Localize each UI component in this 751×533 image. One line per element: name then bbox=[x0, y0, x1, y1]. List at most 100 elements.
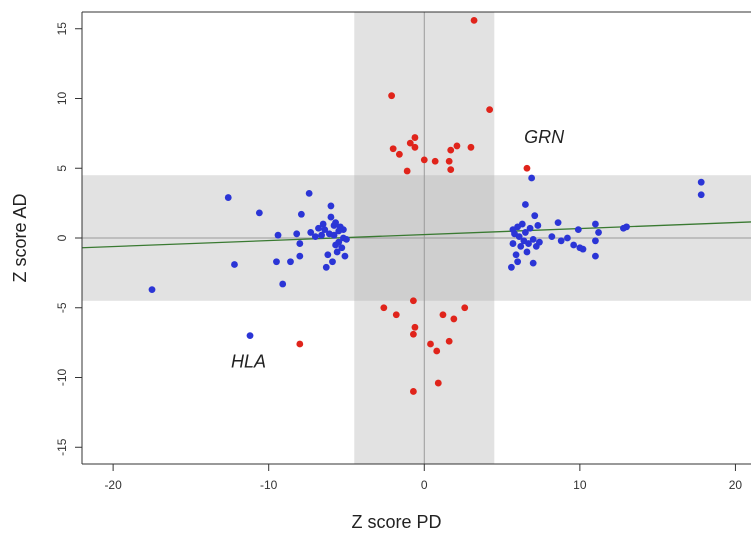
data-point-red bbox=[445, 337, 453, 345]
data-point-blue bbox=[324, 251, 332, 259]
data-point-red bbox=[411, 134, 419, 141]
data-point-blue bbox=[296, 252, 304, 260]
data-point-blue bbox=[554, 219, 562, 227]
data-point-blue bbox=[279, 280, 287, 288]
data-point-blue bbox=[525, 240, 532, 247]
data-point-blue bbox=[526, 224, 534, 232]
data-point-red bbox=[427, 340, 434, 348]
data-point-blue bbox=[512, 251, 520, 259]
data-point-red bbox=[447, 166, 455, 174]
data-point-blue bbox=[529, 259, 537, 267]
data-point-blue bbox=[307, 229, 315, 236]
data-point-blue bbox=[332, 219, 339, 227]
data-point-blue bbox=[529, 235, 537, 243]
data-point-red bbox=[486, 106, 494, 114]
data-point-blue bbox=[327, 213, 335, 221]
data-point-red bbox=[411, 323, 419, 331]
data-point-blue bbox=[315, 224, 322, 232]
data-point-blue bbox=[246, 332, 254, 340]
data-point-blue bbox=[296, 240, 304, 247]
y-tick-label: -10 bbox=[55, 369, 69, 387]
data-point-red bbox=[433, 347, 441, 355]
data-point-blue bbox=[341, 252, 349, 260]
y-tick-label: 5 bbox=[55, 165, 69, 172]
data-point-red bbox=[395, 150, 403, 158]
data-point-blue bbox=[522, 201, 529, 208]
data-point-blue bbox=[570, 241, 578, 249]
data-point-red bbox=[439, 311, 447, 319]
data-point-red bbox=[380, 304, 388, 312]
x-tick-label: 10 bbox=[573, 478, 587, 492]
data-point-red bbox=[409, 388, 417, 395]
data-point-blue bbox=[509, 226, 517, 234]
data-point-blue bbox=[343, 235, 350, 243]
data-point-blue bbox=[224, 194, 232, 201]
data-point-red bbox=[420, 156, 428, 164]
data-point-blue bbox=[517, 242, 525, 250]
data-point-blue bbox=[697, 191, 705, 199]
y-tick-label: 15 bbox=[55, 22, 69, 36]
data-point-blue bbox=[531, 212, 539, 220]
data-point-blue bbox=[528, 174, 536, 182]
data-point-red bbox=[450, 315, 458, 323]
data-point-blue bbox=[576, 244, 584, 252]
data-point-blue bbox=[592, 237, 599, 245]
data-point-blue bbox=[319, 220, 327, 228]
data-point-red bbox=[445, 157, 453, 165]
data-point-blue bbox=[592, 220, 599, 228]
data-point-blue bbox=[329, 258, 336, 266]
data-point-blue bbox=[231, 261, 238, 268]
data-point-blue bbox=[273, 258, 280, 266]
data-point-red bbox=[434, 379, 442, 387]
data-point-blue bbox=[509, 240, 517, 247]
data-point-blue bbox=[592, 252, 599, 260]
x-tick-label: 20 bbox=[729, 478, 743, 492]
data-point-red bbox=[467, 143, 475, 151]
data-point-red bbox=[461, 304, 469, 312]
data-point-blue bbox=[697, 178, 705, 186]
data-point-red bbox=[403, 167, 411, 175]
data-point-red bbox=[409, 297, 417, 305]
data-point-blue bbox=[255, 209, 263, 217]
data-point-blue bbox=[574, 226, 582, 234]
data-point-blue bbox=[322, 263, 330, 271]
data-point-blue bbox=[330, 231, 338, 239]
y-tick-label: 10 bbox=[55, 91, 69, 105]
data-point-red bbox=[447, 146, 455, 154]
data-point-blue bbox=[548, 233, 556, 241]
data-point-red bbox=[296, 340, 304, 348]
data-point-blue bbox=[523, 248, 531, 256]
annotation-hla: HLA bbox=[231, 352, 266, 372]
data-point-blue bbox=[293, 230, 301, 238]
data-point-blue bbox=[534, 222, 542, 229]
x-tick-label: 0 bbox=[421, 478, 428, 492]
x-tick-label: -20 bbox=[104, 478, 122, 492]
data-point-red bbox=[411, 143, 419, 151]
data-point-blue bbox=[311, 233, 319, 241]
data-point-blue bbox=[564, 234, 571, 242]
data-point-red bbox=[388, 92, 396, 100]
trend-line bbox=[82, 221, 751, 249]
data-point-red bbox=[409, 330, 417, 338]
data-point-red bbox=[470, 16, 478, 24]
data-point-red bbox=[392, 311, 400, 319]
data-point-blue bbox=[148, 286, 156, 294]
data-point-red bbox=[523, 164, 531, 172]
data-point-blue bbox=[508, 263, 515, 271]
data-point-red bbox=[453, 142, 461, 150]
data-point-blue bbox=[522, 229, 529, 236]
data-point-blue bbox=[339, 226, 347, 234]
annotation-grn: GRN bbox=[524, 127, 565, 147]
data-point-blue bbox=[287, 258, 294, 266]
data-point-blue bbox=[515, 233, 523, 241]
data-point-red bbox=[406, 139, 414, 147]
data-point-blue bbox=[518, 220, 526, 228]
data-point-blue bbox=[327, 202, 335, 210]
data-point-blue bbox=[274, 231, 282, 239]
x-axis-title: Z score PD bbox=[351, 512, 441, 532]
data-point-blue bbox=[595, 229, 602, 236]
data-point-blue bbox=[305, 189, 313, 197]
data-point-red bbox=[431, 157, 439, 165]
data-point-red bbox=[389, 145, 397, 153]
